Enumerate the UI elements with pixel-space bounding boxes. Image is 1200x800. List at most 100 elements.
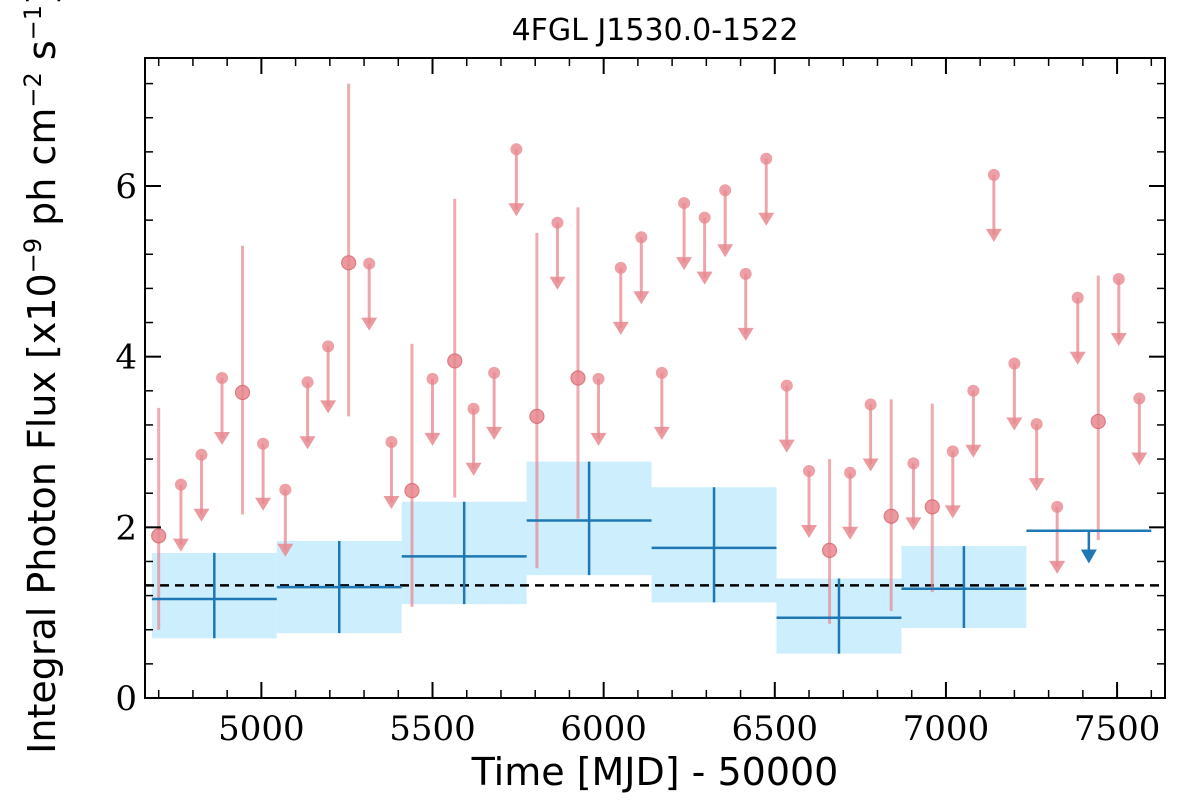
upper-limit-point: [1008, 357, 1021, 370]
upper-limit-point: [967, 384, 980, 397]
upper-limit-point: [279, 483, 292, 496]
upper-limit-arrowhead: [1110, 333, 1127, 347]
upper-limit-arrowhead: [801, 525, 818, 539]
upper-limit-arrowhead: [320, 400, 337, 414]
short-bin-point: [404, 483, 420, 499]
upper-limit-arrowhead: [1069, 351, 1086, 365]
upper-limit-arrowhead: [361, 317, 378, 331]
upper-limit-point: [592, 372, 605, 385]
short-bin-point: [883, 508, 899, 524]
upper-limit-point: [614, 261, 627, 274]
y-tick-label: 6: [115, 167, 137, 207]
upper-limit-point: [1071, 291, 1084, 304]
y-axis-label-end: ]: [20, 0, 64, 5]
upper-limit-point: [678, 197, 691, 210]
upper-limit-point: [1133, 392, 1146, 405]
y-axis-label-exp2: −2: [19, 72, 47, 107]
y-tick-label: 0: [115, 679, 137, 719]
upper-limit-arrowhead: [985, 228, 1002, 242]
short-bin-points: [151, 83, 1148, 630]
upper-limit-arrowhead: [1131, 452, 1148, 466]
upper-limit-arrowhead: [172, 538, 189, 552]
y-axis-label-exp3: −1: [19, 5, 47, 40]
upper-limit-point: [174, 478, 187, 491]
y-axis-label-mid2: s: [20, 40, 64, 72]
upper-limit-arrowhead: [255, 497, 272, 511]
y-axis-label-exp1: −9: [19, 238, 47, 273]
upper-limit-point: [426, 372, 439, 385]
short-bin-point: [447, 353, 463, 369]
x-tick-label: 7000: [903, 709, 990, 749]
x-tick-label: 7500: [1074, 709, 1161, 749]
upper-limit-point: [946, 445, 959, 458]
x-tick-label: 6500: [732, 709, 819, 749]
upper-limit-point: [655, 366, 668, 379]
x-tick-label: 5000: [218, 709, 305, 749]
upper-limit-point: [195, 448, 208, 461]
y-axis-label-mid: ph cm: [20, 108, 64, 238]
upper-limit-point: [803, 465, 816, 478]
plot-axes: 5000 5500 6000 6500 7000 7500 0 2 4 6: [115, 57, 1166, 749]
y-axis-label: Integral Photon Flux [x10−9 ph cm−2 s−1]: [19, 0, 64, 754]
upper-limit-arrowhead: [842, 526, 859, 540]
short-bin-point: [821, 542, 838, 558]
short-bin-point: [570, 370, 586, 386]
upper-limit-arrowhead: [965, 444, 982, 458]
long-bin-upper-limit-arrowhead: [1080, 549, 1097, 564]
short-bin-point: [151, 528, 167, 544]
upper-limit-point: [363, 257, 376, 270]
upper-limit-arrowhead: [277, 543, 294, 557]
upper-limit-point: [987, 168, 1000, 181]
upper-limit-point: [1030, 418, 1043, 431]
upper-limit-arrowhead: [299, 436, 316, 450]
upper-limit-point: [385, 436, 398, 448]
plot-frame: [144, 57, 1166, 699]
upper-limit-point: [322, 340, 335, 353]
upper-limit-arrowhead: [193, 508, 210, 522]
upper-limit-arrowhead: [944, 505, 961, 519]
upper-limit-point: [257, 437, 270, 450]
upper-limit-point: [907, 457, 920, 470]
x-tick-label: 6000: [560, 709, 647, 749]
long-bin-points: [151, 461, 1152, 654]
short-bin-point: [341, 255, 357, 271]
upper-limit-arrowhead: [486, 426, 503, 440]
y-tick-label: 4: [115, 338, 137, 378]
upper-limit-point: [739, 267, 752, 280]
upper-limit-arrowhead: [696, 271, 713, 285]
upper-limit-point: [780, 379, 793, 392]
upper-limit-arrowhead: [1028, 478, 1045, 492]
upper-limit-arrowhead: [676, 257, 693, 271]
upper-limit-point: [844, 466, 857, 479]
short-bin-point: [1090, 413, 1106, 430]
upper-limit-point: [635, 231, 648, 244]
upper-limit-arrowhead: [508, 203, 525, 217]
short-bin-point: [924, 499, 940, 515]
x-axis-label: Time [MJD] - 50000: [471, 750, 839, 794]
upper-limit-arrowhead: [549, 276, 566, 290]
upper-limit-arrowhead: [717, 244, 734, 258]
upper-limit-point: [551, 216, 564, 229]
upper-limit-point: [301, 376, 314, 389]
upper-limit-arrowhead: [590, 432, 607, 446]
short-bin-point: [234, 384, 251, 401]
upper-limit-point: [467, 402, 480, 415]
upper-limit-arrowhead: [1006, 417, 1023, 431]
upper-limit-point: [216, 372, 229, 384]
upper-limit-arrowhead: [1049, 560, 1066, 574]
upper-limit-arrowhead: [465, 462, 482, 476]
upper-limit-point: [698, 211, 711, 224]
chart-title: 4FGL J1530.0-1522: [512, 13, 799, 48]
upper-limit-point: [1051, 500, 1064, 513]
upper-limit-arrowhead: [612, 321, 629, 335]
upper-limit-arrowhead: [633, 291, 650, 305]
upper-limit-arrowhead: [737, 327, 754, 341]
x-tick-label: 5500: [389, 709, 476, 749]
short-bin-point: [529, 408, 545, 424]
upper-limit-arrowhead: [653, 426, 670, 440]
upper-limit-arrowhead: [862, 458, 879, 472]
upper-limit-arrowhead: [758, 212, 775, 226]
upper-limit-arrowhead: [778, 439, 795, 453]
upper-limit-arrowhead: [424, 432, 441, 446]
